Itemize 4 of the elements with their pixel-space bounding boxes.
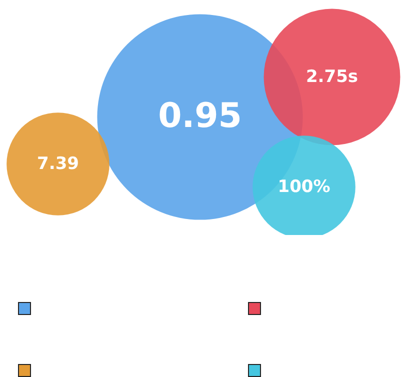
data-label: 7.39 [37, 154, 79, 174]
data-label: 0.95 [158, 96, 242, 136]
data-label: 100% [278, 177, 330, 197]
data-label: 2.75s [306, 67, 358, 87]
